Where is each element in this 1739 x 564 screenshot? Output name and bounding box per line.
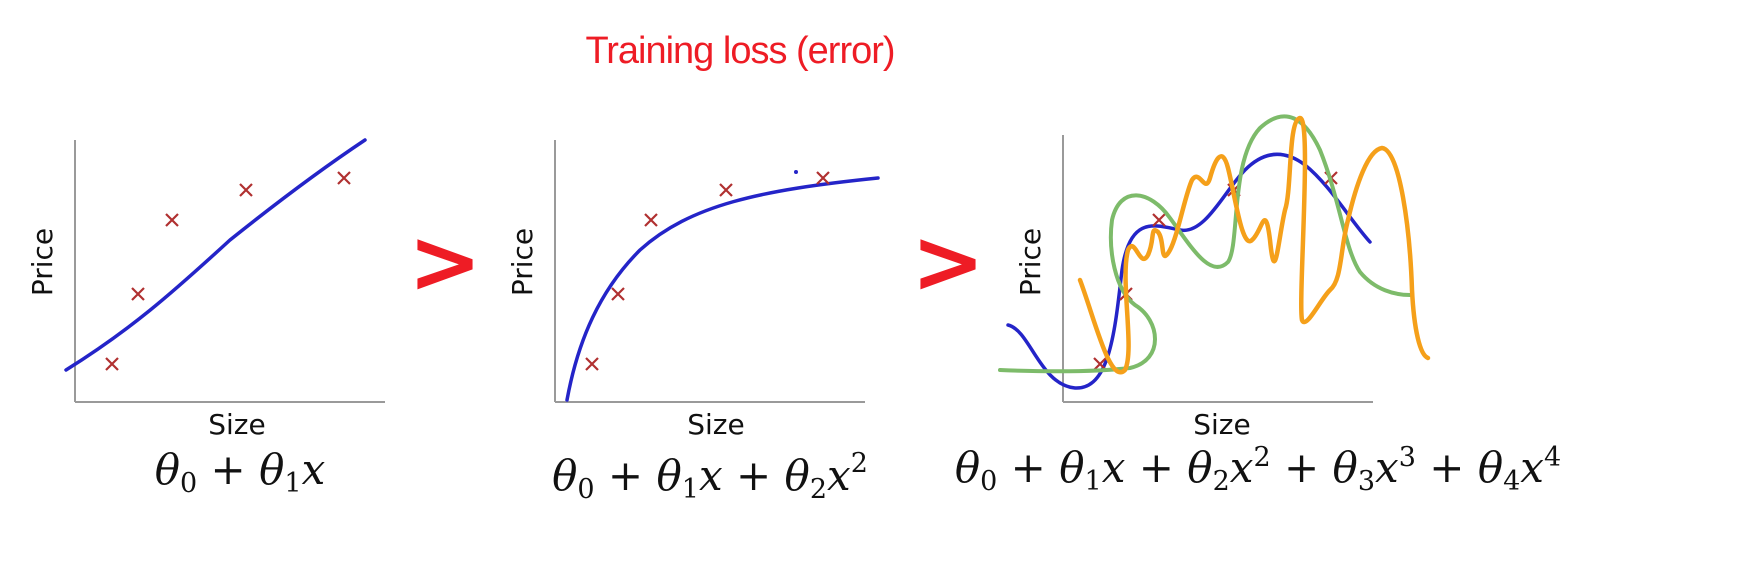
hypothesis-formula: θ0 + θ1x + θ2x2 + θ3x3 + θ4x4 <box>955 442 1561 497</box>
data-point-marker <box>165 213 179 227</box>
fit-curve <box>565 176 880 402</box>
panel-high-order: Price Size θ0 + θ1x + θ2x2 + θ3x3 + θ4x4 <box>955 114 1561 497</box>
data-point-marker <box>1152 213 1166 227</box>
greater-than-symbol: > <box>408 210 482 313</box>
x-axis-label: Size <box>687 408 744 441</box>
panel-linear: Price Size θ0 + θ1x <box>26 138 385 499</box>
data-point-marker <box>131 287 145 301</box>
data-markers <box>585 171 830 371</box>
data-point-marker <box>816 171 830 185</box>
hypothesis-formula: θ0 + θ1x + θ2x2 <box>552 448 868 505</box>
x-axis-label: Size <box>208 408 265 441</box>
data-point-marker <box>239 183 253 197</box>
hypothesis-formula: θ0 + θ1x <box>155 445 326 499</box>
data-point-marker <box>337 171 351 185</box>
x-axis-label: Size <box>1193 408 1250 441</box>
greater-than-symbol: > <box>911 210 985 313</box>
data-point-marker <box>611 287 625 301</box>
data-markers <box>105 171 351 371</box>
data-point-marker <box>719 183 733 197</box>
fit-curve <box>64 138 367 372</box>
data-point-marker <box>1093 357 1107 371</box>
panel-quadratic: Price Size θ0 + θ1x + θ2x2 <box>506 140 880 505</box>
overfit-curve-green <box>998 114 1412 374</box>
data-point-marker <box>644 213 658 227</box>
data-point-marker <box>585 357 599 371</box>
data-point-marker <box>105 357 119 371</box>
stray-dot <box>794 170 798 174</box>
y-axis-label: Price <box>506 228 539 296</box>
overfit-curve-orange <box>1077 115 1431 375</box>
diagram-title: Training loss (error) <box>585 30 895 72</box>
y-axis-label: Price <box>1014 228 1047 296</box>
y-axis-label: Price <box>26 228 59 296</box>
